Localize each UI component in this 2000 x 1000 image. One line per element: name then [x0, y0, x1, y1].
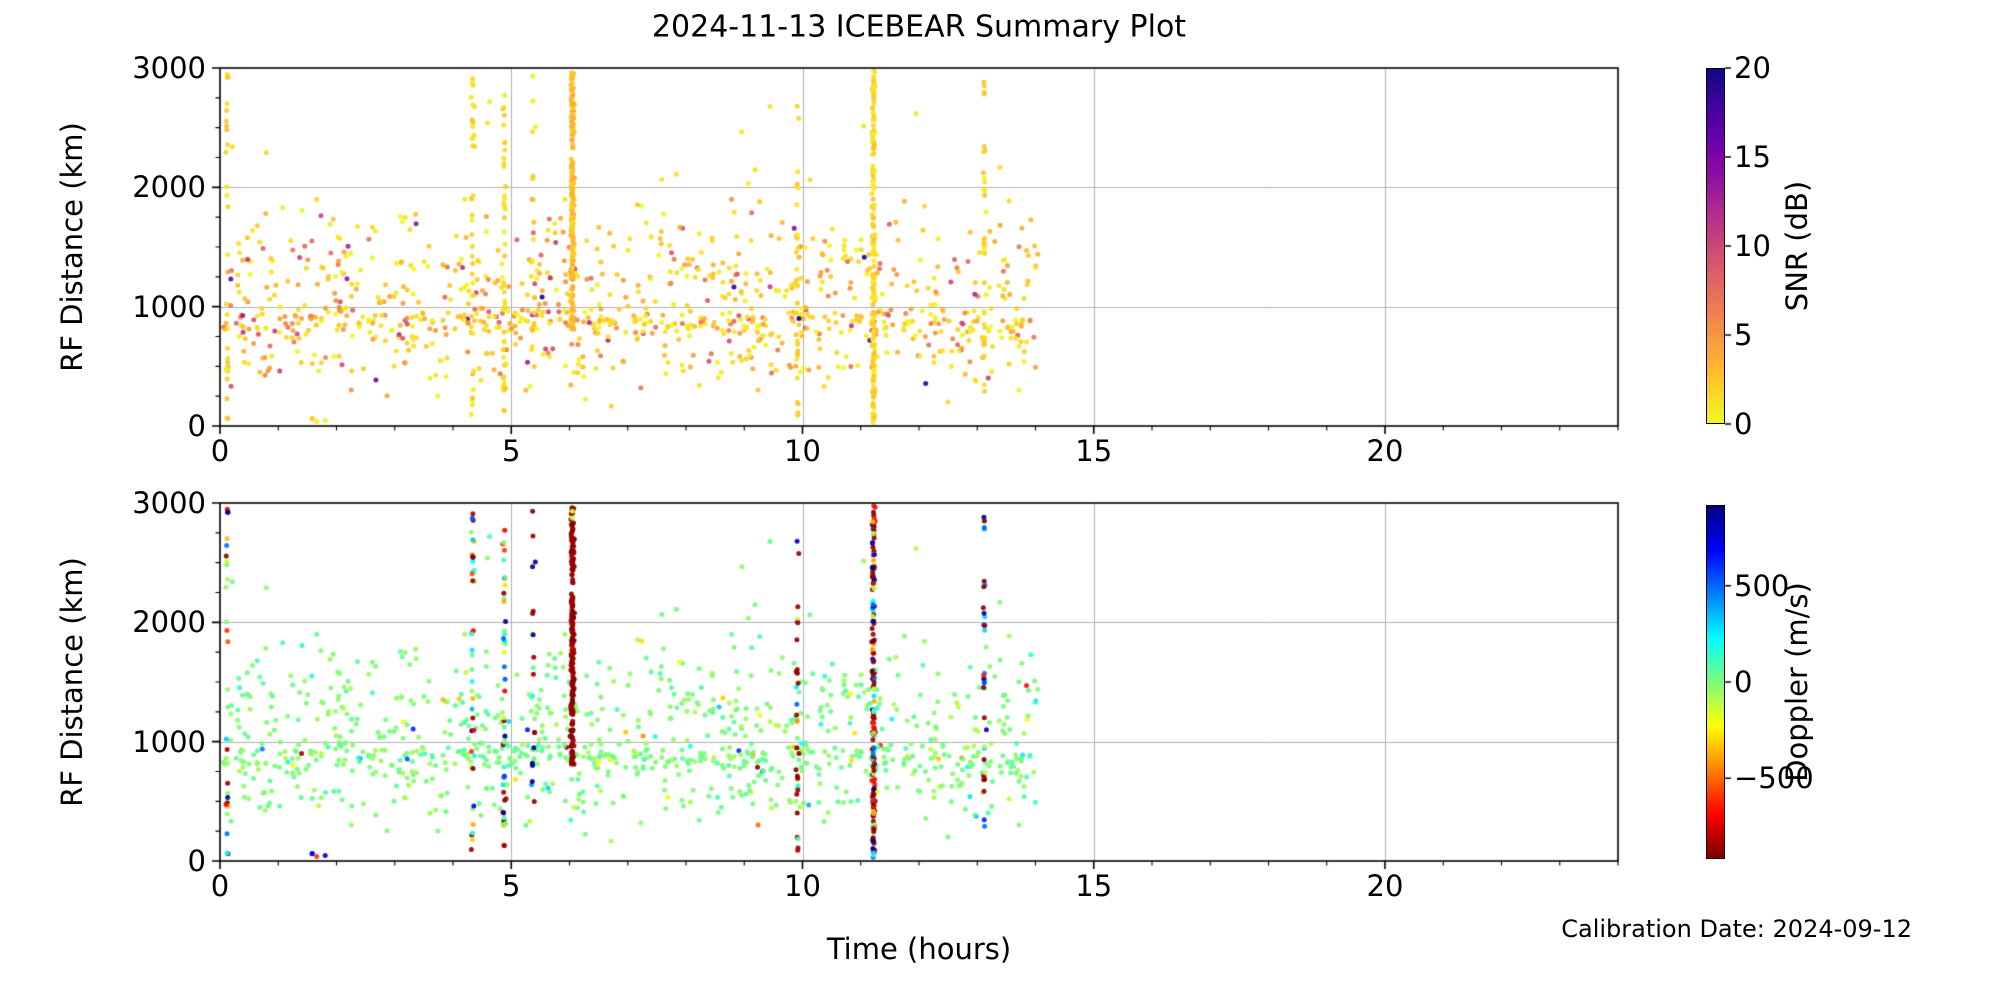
colorbar-tick-label: 5	[1734, 318, 1753, 352]
snr-colorbar-label: SNR (dB)	[1780, 180, 1814, 312]
colorbar-tick-label: 20	[1734, 51, 1771, 85]
y-tick-label: 1000	[132, 289, 206, 324]
colorbar-tick-label: 500	[1734, 568, 1790, 603]
snr-colorbar	[1706, 68, 1725, 424]
colorbar-tick-label: 0	[1734, 407, 1753, 441]
y-tick-label: 3000	[132, 486, 206, 520]
y-tick-label: 2000	[132, 605, 206, 640]
doppler-colorbar	[1706, 505, 1725, 859]
y-tick-label: 0	[187, 409, 206, 443]
colorbar-tick-label: 0	[1734, 665, 1753, 699]
y-tick-label: 3000	[132, 51, 206, 85]
y-axis-label-bottom: RF Distance (km)	[55, 557, 89, 807]
colorbar-tick-label: −500	[1734, 761, 1814, 796]
calibration-note: Calibration Date: 2024-09-12	[1561, 915, 1912, 943]
x-tick-label: 10	[784, 869, 821, 903]
doppler-colorbar-label: Doppler (m/s)	[1780, 582, 1814, 782]
colorbar-tick-label: 15	[1734, 140, 1771, 174]
x-tick-label: 5	[502, 869, 521, 903]
y-tick-label: 2000	[132, 170, 206, 205]
x-tick-label: 20	[1366, 434, 1404, 468]
y-axis-label-top: RF Distance (km)	[55, 122, 89, 372]
x-tick-label: 15	[1075, 869, 1113, 903]
x-tick-label: 0	[210, 869, 230, 903]
x-tick-label: 5	[502, 434, 521, 468]
y-tick-label: 0	[187, 844, 206, 878]
x-tick-label: 10	[784, 434, 821, 468]
plot-title: 2024-11-13 ICEBEAR Summary Plot	[651, 9, 1187, 45]
x-tick-label: 0	[210, 434, 230, 468]
colorbar-tick-label: 10	[1734, 229, 1771, 263]
y-tick-label: 1000	[132, 724, 206, 759]
x-tick-label: 20	[1366, 869, 1404, 903]
x-tick-label: 15	[1075, 434, 1113, 468]
x-axis-label: Time (hours)	[826, 932, 1012, 966]
